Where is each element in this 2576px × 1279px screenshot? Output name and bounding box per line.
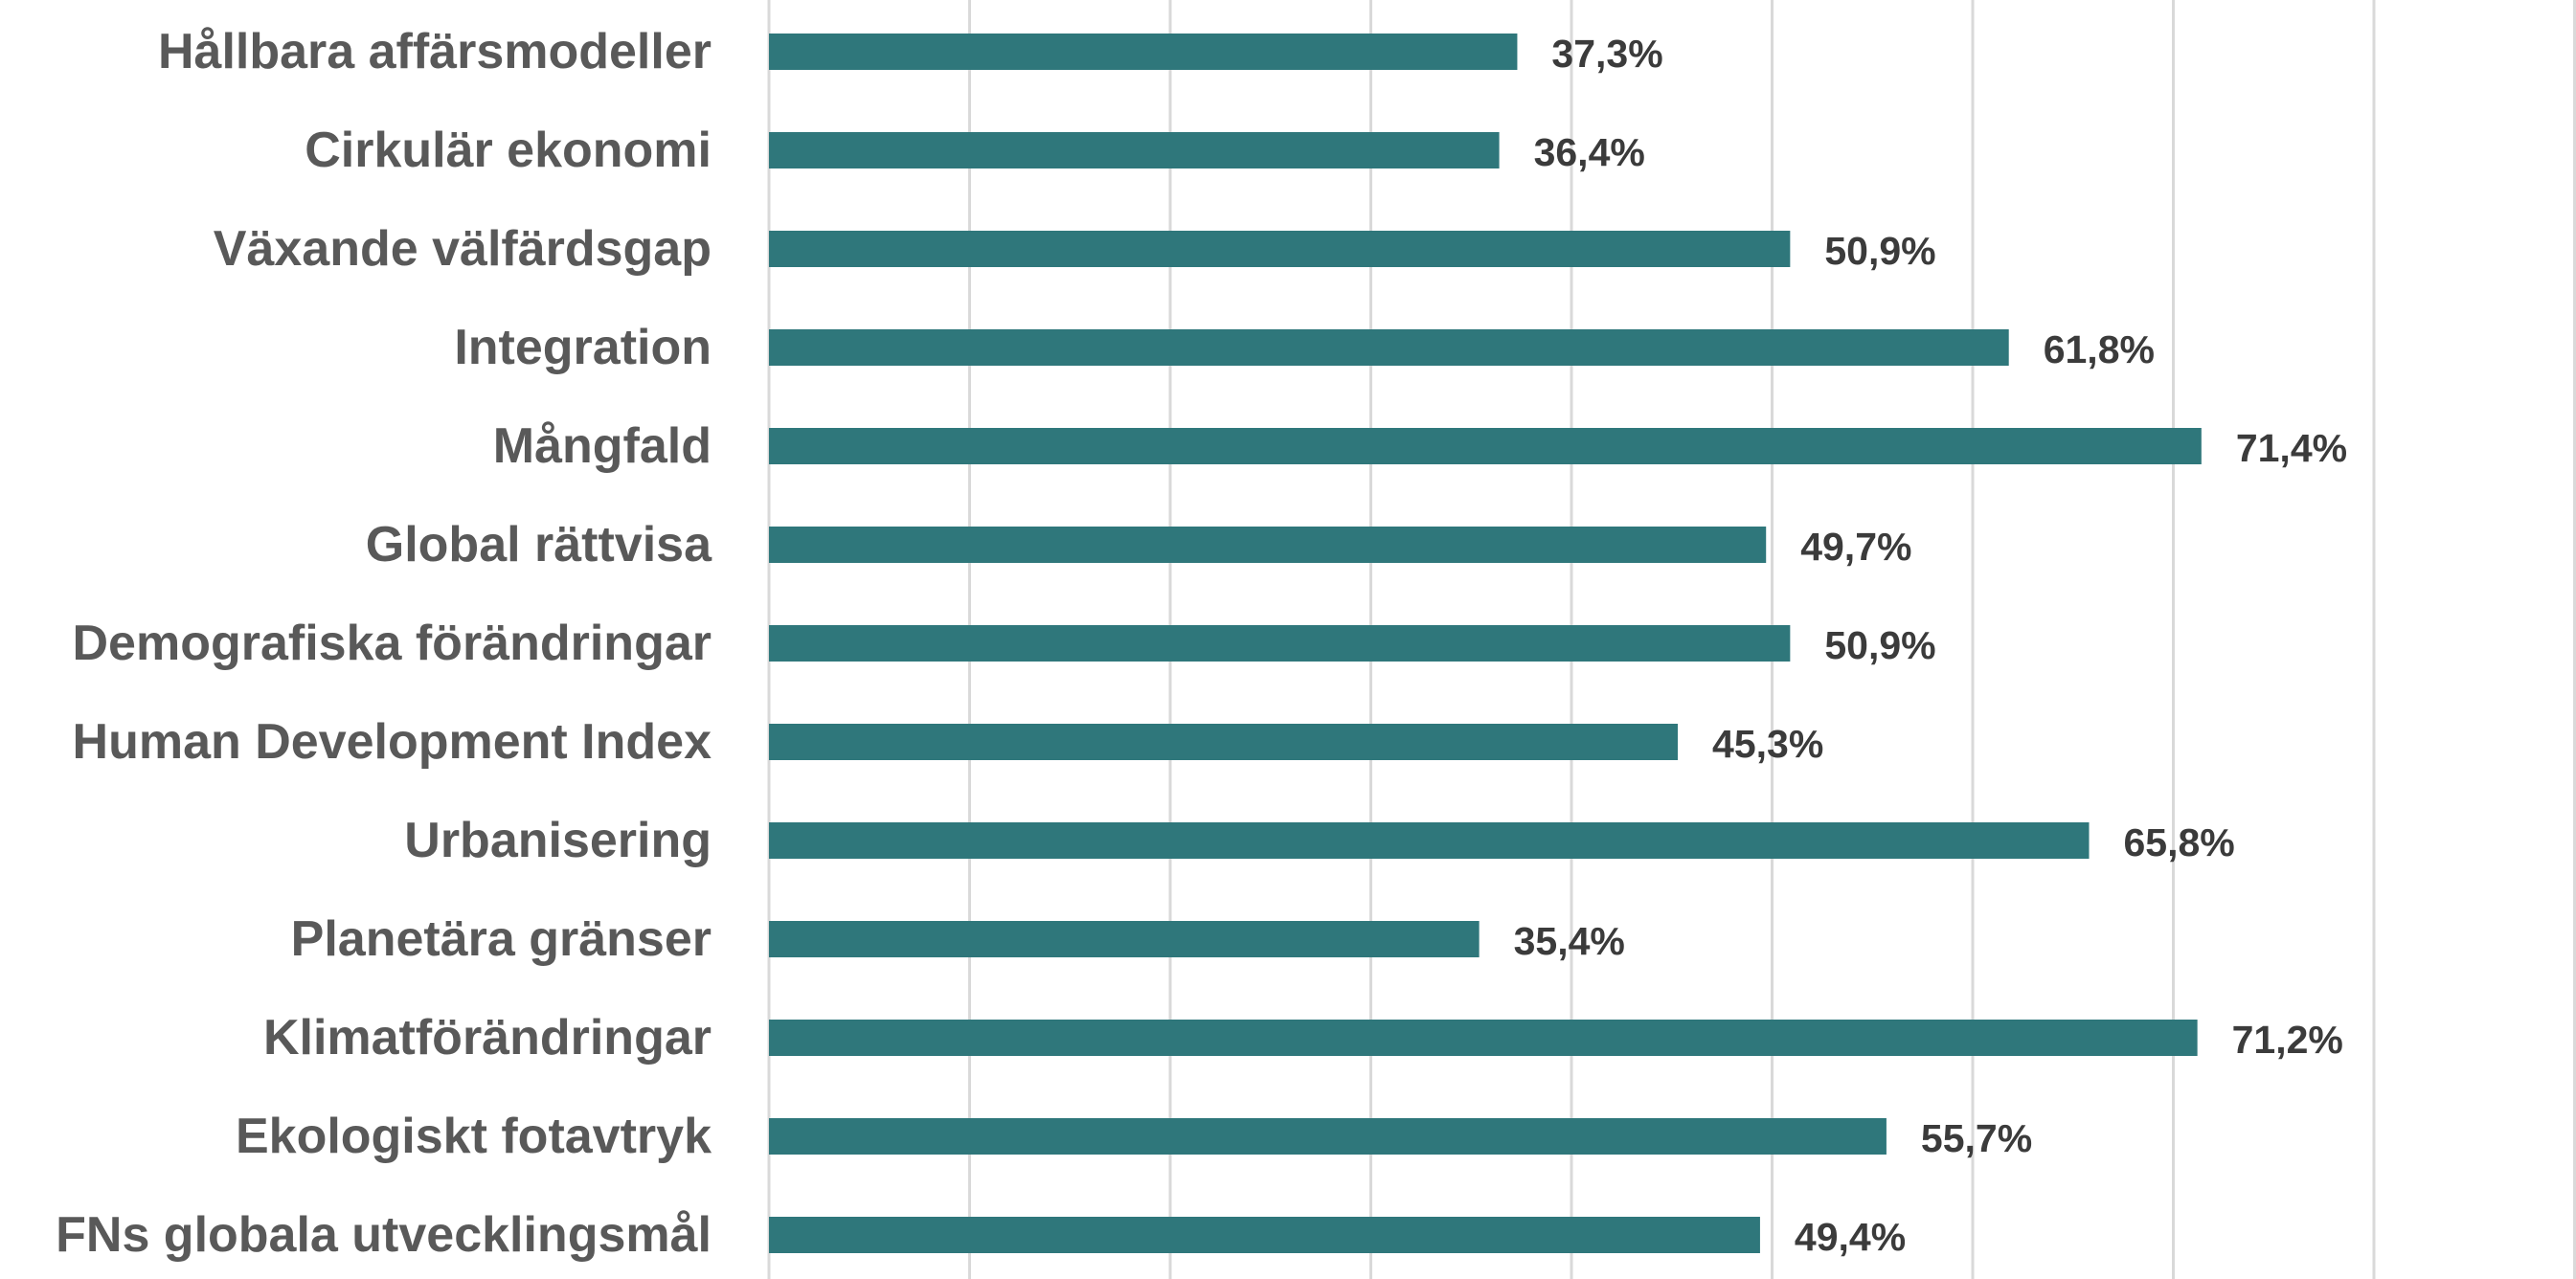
bar — [769, 724, 1679, 760]
data-label: 35,4% — [1514, 919, 1625, 963]
data-label: 61,8% — [2044, 327, 2155, 371]
bar — [769, 231, 1791, 267]
data-label: 71,4% — [2236, 426, 2347, 470]
bar — [769, 921, 1480, 957]
value-labels: 37,3% 36,4% 50,9% 61,8% 71,4% 49,7% 50,9% 45,3%… — [1514, 32, 2347, 1259]
data-label: 49,4% — [1795, 1215, 1906, 1259]
data-label: 55,7% — [1921, 1116, 2032, 1160]
data-label: 71,2% — [2232, 1018, 2343, 1062]
category-label: Human Development Index — [73, 714, 712, 770]
bar — [769, 1020, 2198, 1056]
bar — [769, 822, 2090, 859]
data-label: 36,4% — [1534, 130, 1645, 174]
bar — [769, 527, 1767, 563]
category-label: Planetära gränser — [291, 911, 712, 967]
bar — [769, 1217, 1760, 1253]
category-label: Global rättvisa — [366, 517, 712, 572]
category-label: Demografiska förändringar — [73, 616, 712, 671]
category-label: Ekologiskt fotavtryk — [236, 1109, 712, 1164]
category-label: FNs globala utvecklingsmål — [56, 1207, 712, 1263]
data-label: 50,9% — [1824, 229, 1935, 273]
bar — [769, 625, 1791, 662]
bar — [769, 34, 1518, 70]
category-label: Mångfald — [493, 418, 712, 474]
bar — [769, 1118, 1887, 1155]
data-label: 45,3% — [1712, 722, 1823, 766]
category-label: Hållbara affärsmodeller — [158, 24, 712, 79]
category-labels: Hållbara affärsmodeller Cirkulär ekonomi V… — [56, 24, 712, 1263]
data-label: 65,8% — [2124, 820, 2235, 864]
bars — [769, 34, 2202, 1253]
bar — [769, 428, 2202, 464]
bar — [769, 329, 2009, 366]
data-label: 49,7% — [1800, 525, 1911, 569]
category-label: Urbanisering — [404, 813, 712, 868]
category-label: Växande välfärdsgap — [214, 221, 712, 277]
data-label: 37,3% — [1551, 32, 1662, 76]
category-label: Klimatförändringar — [263, 1010, 712, 1066]
category-label: Cirkulär ekonomi — [305, 123, 712, 178]
bar — [769, 132, 1500, 168]
category-label: Integration — [454, 320, 712, 375]
data-label: 50,9% — [1824, 623, 1935, 667]
